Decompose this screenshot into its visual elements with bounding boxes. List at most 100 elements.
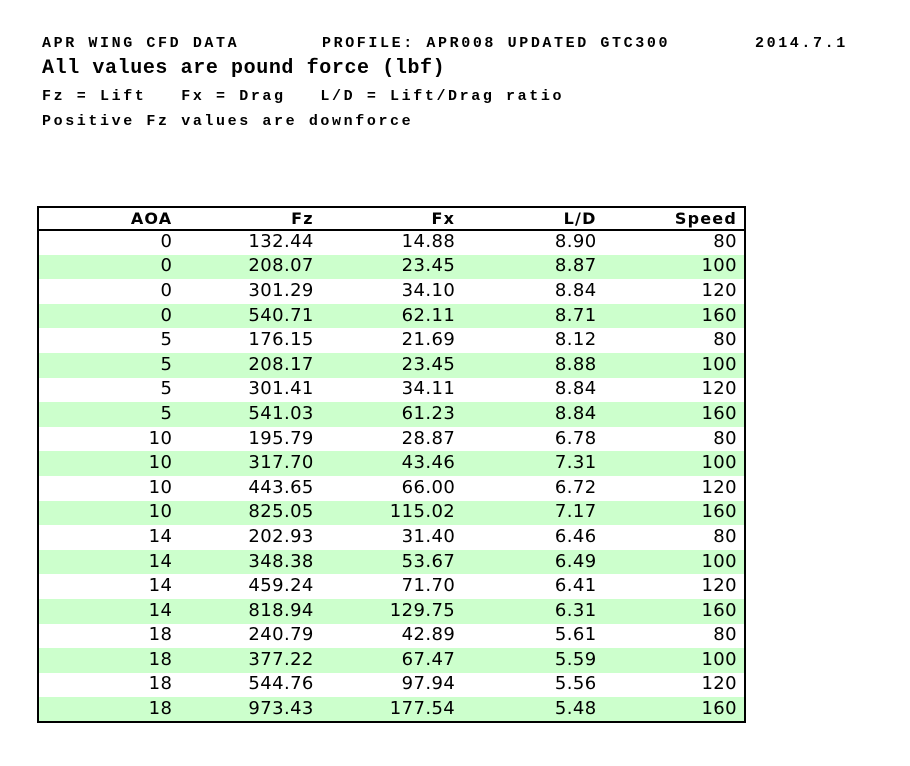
cell-fz: 973.43 — [179, 697, 321, 722]
table-row: 5 301.41 34.11 8.84 120 — [38, 378, 745, 403]
cell-aoa: 0 — [38, 303, 180, 329]
cell-aoa: 10 — [38, 500, 180, 526]
cell-fz: 459.24 — [248, 575, 314, 597]
cell-aoa: 0 — [160, 279, 173, 301]
table-row: 5 208.17 23.45 8.88 100 — [38, 352, 745, 378]
table-row: 14 818.94 129.75 6.31 160 — [38, 598, 745, 624]
cell-speed: 120 — [701, 279, 737, 301]
table-row: 18 973.43 177.54 5.48 160 — [38, 697, 745, 722]
cell-fx: 23.45 — [320, 254, 463, 280]
cell-speed: 80 — [713, 427, 737, 449]
cell-fz: 208.17 — [179, 352, 321, 378]
cell-fz: 541.03 — [179, 402, 321, 427]
table-row: 18 377.22 67.47 5.59 100 — [38, 648, 745, 673]
table-row: 10 825.05 115.02 7.17 160 — [38, 500, 745, 526]
cell-speed: 160 — [603, 697, 745, 722]
cell-fx: 67.47 — [320, 648, 463, 673]
cell-speed: 160 — [603, 598, 745, 624]
cell-fz: 544.76 — [248, 673, 314, 695]
cell-fz: 348.38 — [179, 549, 321, 575]
cell-ld: 5.48 — [462, 697, 604, 722]
cell-speed: 120 — [701, 673, 737, 695]
col-header-fz: Fz — [179, 207, 321, 231]
cell-speed: 120 — [701, 575, 737, 597]
cell-ld: 8.84 — [554, 378, 597, 400]
cell-speed: 160 — [603, 402, 745, 427]
table-row: 14 348.38 53.67 6.49 100 — [38, 549, 745, 575]
cell-ld: 8.71 — [462, 303, 604, 329]
cell-fx: 23.45 — [320, 352, 463, 378]
cell-fx: 42.89 — [401, 624, 456, 646]
cell-aoa: 10 — [148, 476, 173, 498]
cell-speed: 80 — [713, 231, 737, 253]
downforce-note: Positive Fz values are downforce — [42, 113, 414, 130]
cell-speed: 160 — [603, 303, 745, 329]
cell-fz: 540.71 — [179, 303, 321, 329]
cell-speed: 80 — [713, 624, 737, 646]
cell-fx: 129.75 — [320, 598, 463, 624]
cell-aoa: 18 — [38, 697, 180, 722]
cell-fz: 301.41 — [248, 378, 314, 400]
cell-aoa: 0 — [38, 254, 180, 280]
cell-aoa: 0 — [160, 231, 173, 253]
cell-speed: 100 — [603, 451, 745, 476]
cell-aoa: 18 — [148, 624, 173, 646]
cell-aoa: 5 — [160, 329, 173, 351]
table-header-row: AOA Fz Fx L/D Speed — [38, 207, 745, 231]
col-header-speed: Speed — [603, 207, 745, 231]
cell-ld: 8.84 — [554, 279, 597, 301]
cell-ld: 8.87 — [462, 254, 604, 280]
cell-speed: 100 — [603, 549, 745, 575]
cell-fx: 28.87 — [401, 427, 456, 449]
cell-speed: 100 — [603, 648, 745, 673]
cell-ld: 6.46 — [554, 525, 597, 547]
cell-fx: 115.02 — [320, 500, 463, 526]
cell-fz: 202.93 — [248, 525, 314, 547]
cell-ld: 8.12 — [554, 329, 597, 351]
col-header-ld: L/D — [462, 207, 604, 231]
cell-fx: 14.88 — [401, 231, 456, 253]
doc-title: APR WING CFD DATA — [42, 35, 240, 52]
cell-aoa: 14 — [38, 549, 180, 575]
cell-ld: 7.31 — [462, 451, 604, 476]
cell-fx: 71.70 — [401, 575, 456, 597]
cell-aoa: 14 — [148, 525, 173, 547]
table-row: 14 459.24 71.70 6.41 120 — [38, 574, 745, 599]
cell-fx: 43.46 — [320, 451, 463, 476]
cell-fz: 301.29 — [248, 279, 314, 301]
cell-fz: 377.22 — [179, 648, 321, 673]
cell-aoa: 10 — [38, 451, 180, 476]
table-row: 18 544.76 97.94 5.56 120 — [38, 673, 745, 698]
cell-fx: 177.54 — [320, 697, 463, 722]
cell-speed: 100 — [603, 352, 745, 378]
cell-aoa: 18 — [148, 673, 173, 695]
cell-aoa: 10 — [148, 427, 173, 449]
cell-fx: 34.11 — [401, 378, 456, 400]
profile-label: PROFILE: APR008 UPDATED GTC300 — [322, 35, 671, 52]
table-row: 5 541.03 61.23 8.84 160 — [38, 402, 745, 427]
cell-speed: 120 — [701, 476, 737, 498]
cell-speed: 160 — [603, 500, 745, 526]
cell-fz: 825.05 — [179, 500, 321, 526]
cell-ld: 5.59 — [462, 648, 604, 673]
cell-fz: 195.79 — [248, 427, 314, 449]
cell-fx: 21.69 — [401, 329, 456, 351]
cell-ld: 6.49 — [462, 549, 604, 575]
cell-ld: 8.90 — [554, 231, 597, 253]
cell-fz: 443.65 — [248, 476, 314, 498]
cell-aoa: 18 — [38, 648, 180, 673]
table-row: 5 176.15 21.69 8.12 80 — [38, 328, 745, 353]
cell-aoa: 5 — [38, 352, 180, 378]
cell-speed: 80 — [713, 525, 737, 547]
cell-fx: 53.67 — [320, 549, 463, 575]
cell-fz: 818.94 — [179, 598, 321, 624]
cell-fx: 34.10 — [401, 279, 456, 301]
cell-aoa: 5 — [160, 378, 173, 400]
cell-ld: 6.78 — [554, 427, 597, 449]
table-row: 0 301.29 34.10 8.84 120 — [38, 279, 745, 304]
table-row: 10 317.70 43.46 7.31 100 — [38, 451, 745, 476]
cell-ld: 6.72 — [554, 476, 597, 498]
cell-fx: 66.00 — [401, 476, 456, 498]
table-row: 14 202.93 31.40 6.46 80 — [38, 525, 745, 550]
table-row: 10 443.65 66.00 6.72 120 — [38, 476, 745, 501]
